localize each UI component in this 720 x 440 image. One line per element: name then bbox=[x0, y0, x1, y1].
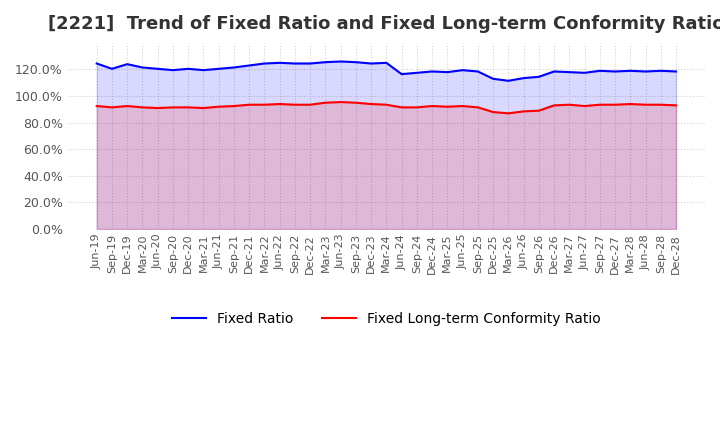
Fixed Ratio bbox=[611, 69, 619, 74]
Fixed Long-term Conformity Ratio bbox=[153, 106, 162, 111]
Fixed Long-term Conformity Ratio bbox=[489, 110, 498, 115]
Fixed Long-term Conformity Ratio bbox=[306, 102, 315, 107]
Fixed Long-term Conformity Ratio bbox=[672, 103, 680, 108]
Fixed Long-term Conformity Ratio bbox=[321, 100, 330, 105]
Fixed Long-term Conformity Ratio bbox=[580, 103, 589, 109]
Legend: Fixed Ratio, Fixed Long-term Conformity Ratio: Fixed Ratio, Fixed Long-term Conformity … bbox=[166, 307, 607, 332]
Fixed Ratio bbox=[245, 63, 253, 68]
Fixed Ratio bbox=[382, 60, 391, 66]
Fixed Long-term Conformity Ratio bbox=[595, 102, 604, 107]
Fixed Ratio bbox=[275, 60, 284, 66]
Fixed Ratio bbox=[138, 65, 147, 70]
Fixed Ratio bbox=[550, 69, 559, 74]
Fixed Ratio bbox=[291, 61, 300, 66]
Title: [2221]  Trend of Fixed Ratio and Fixed Long-term Conformity Ratio: [2221] Trend of Fixed Ratio and Fixed Lo… bbox=[48, 15, 720, 33]
Fixed Ratio bbox=[336, 59, 345, 64]
Fixed Long-term Conformity Ratio bbox=[351, 100, 360, 105]
Fixed Ratio bbox=[642, 69, 650, 74]
Fixed Long-term Conformity Ratio bbox=[291, 102, 300, 107]
Fixed Long-term Conformity Ratio bbox=[336, 99, 345, 105]
Fixed Long-term Conformity Ratio bbox=[138, 105, 147, 110]
Fixed Ratio bbox=[474, 69, 482, 74]
Fixed Ratio bbox=[366, 61, 375, 66]
Fixed Long-term Conformity Ratio bbox=[611, 102, 619, 107]
Fixed Ratio bbox=[321, 59, 330, 65]
Fixed Long-term Conformity Ratio bbox=[550, 103, 559, 108]
Fixed Long-term Conformity Ratio bbox=[382, 102, 391, 107]
Fixed Long-term Conformity Ratio bbox=[199, 106, 208, 111]
Fixed Long-term Conformity Ratio bbox=[657, 102, 665, 107]
Fixed Long-term Conformity Ratio bbox=[107, 105, 116, 110]
Fixed Ratio bbox=[168, 67, 177, 73]
Fixed Long-term Conformity Ratio bbox=[245, 102, 253, 107]
Fixed Ratio bbox=[260, 61, 269, 66]
Line: Fixed Long-term Conformity Ratio: Fixed Long-term Conformity Ratio bbox=[96, 102, 676, 114]
Fixed Ratio bbox=[489, 76, 498, 81]
Fixed Ratio bbox=[199, 67, 208, 73]
Fixed Ratio bbox=[413, 70, 421, 75]
Fixed Ratio bbox=[519, 76, 528, 81]
Fixed Ratio bbox=[184, 66, 192, 71]
Fixed Ratio bbox=[123, 62, 132, 67]
Fixed Long-term Conformity Ratio bbox=[458, 103, 467, 109]
Fixed Ratio bbox=[672, 69, 680, 74]
Line: Fixed Ratio: Fixed Ratio bbox=[96, 62, 676, 81]
Fixed Long-term Conformity Ratio bbox=[260, 102, 269, 107]
Fixed Long-term Conformity Ratio bbox=[534, 108, 543, 114]
Fixed Ratio bbox=[215, 66, 223, 71]
Fixed Ratio bbox=[626, 68, 634, 73]
Fixed Long-term Conformity Ratio bbox=[397, 105, 406, 110]
Fixed Ratio bbox=[534, 74, 543, 80]
Fixed Long-term Conformity Ratio bbox=[230, 103, 238, 109]
Fixed Long-term Conformity Ratio bbox=[366, 101, 375, 106]
Fixed Ratio bbox=[230, 65, 238, 70]
Fixed Long-term Conformity Ratio bbox=[275, 101, 284, 106]
Fixed Long-term Conformity Ratio bbox=[168, 105, 177, 110]
Fixed Long-term Conformity Ratio bbox=[92, 103, 101, 109]
Fixed Long-term Conformity Ratio bbox=[413, 105, 421, 110]
Fixed Long-term Conformity Ratio bbox=[565, 102, 574, 107]
Fixed Ratio bbox=[107, 66, 116, 71]
Fixed Ratio bbox=[458, 67, 467, 73]
Fixed Long-term Conformity Ratio bbox=[215, 104, 223, 109]
Fixed Long-term Conformity Ratio bbox=[474, 105, 482, 110]
Fixed Ratio bbox=[657, 68, 665, 73]
Fixed Ratio bbox=[92, 61, 101, 66]
Fixed Ratio bbox=[504, 78, 513, 84]
Fixed Ratio bbox=[595, 68, 604, 73]
Fixed Long-term Conformity Ratio bbox=[123, 103, 132, 109]
Fixed Ratio bbox=[351, 59, 360, 65]
Fixed Long-term Conformity Ratio bbox=[184, 105, 192, 110]
Fixed Long-term Conformity Ratio bbox=[626, 101, 634, 106]
Fixed Long-term Conformity Ratio bbox=[519, 109, 528, 114]
Fixed Ratio bbox=[428, 69, 436, 74]
Fixed Long-term Conformity Ratio bbox=[504, 111, 513, 116]
Fixed Long-term Conformity Ratio bbox=[642, 102, 650, 107]
Fixed Ratio bbox=[397, 71, 406, 77]
Fixed Ratio bbox=[306, 61, 315, 66]
Fixed Ratio bbox=[580, 70, 589, 75]
Fixed Ratio bbox=[565, 70, 574, 75]
Fixed Ratio bbox=[443, 70, 451, 75]
Fixed Long-term Conformity Ratio bbox=[428, 103, 436, 109]
Fixed Ratio bbox=[153, 66, 162, 71]
Fixed Long-term Conformity Ratio bbox=[443, 104, 451, 109]
